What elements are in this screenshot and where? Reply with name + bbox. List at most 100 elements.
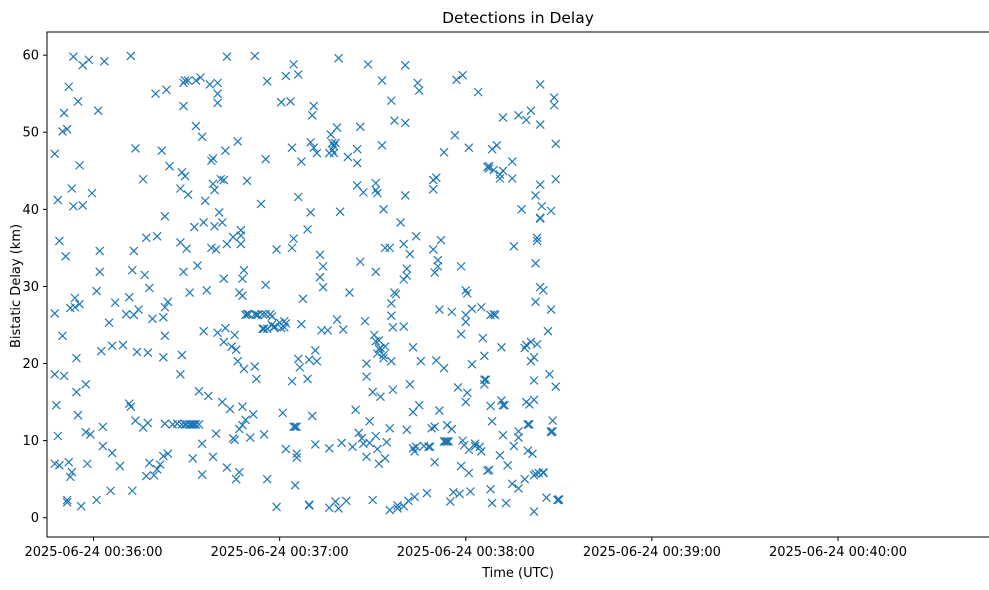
data-point xyxy=(462,388,472,398)
data-point xyxy=(289,422,299,432)
data-point xyxy=(371,267,381,277)
data-point xyxy=(343,152,353,162)
data-point xyxy=(67,467,77,477)
data-point xyxy=(272,502,281,512)
y-tick-label: 60 xyxy=(22,49,39,64)
data-point xyxy=(341,496,351,506)
data-point xyxy=(160,211,170,221)
data-point xyxy=(315,272,325,282)
data-point xyxy=(368,387,378,397)
data-point xyxy=(126,402,136,412)
data-point xyxy=(281,319,291,328)
data-point xyxy=(520,474,530,484)
data-point xyxy=(151,89,160,99)
data-point xyxy=(106,486,116,496)
data-point xyxy=(476,446,486,456)
data-point xyxy=(127,486,137,496)
data-point xyxy=(507,174,517,183)
data-point xyxy=(180,76,190,85)
data-point xyxy=(388,322,398,332)
data-point xyxy=(546,206,556,216)
data-point xyxy=(413,78,423,88)
data-point xyxy=(376,392,385,402)
data-point xyxy=(355,122,365,132)
data-point xyxy=(262,474,272,484)
data-point xyxy=(476,302,486,312)
data-point xyxy=(84,55,94,65)
data-point xyxy=(467,304,477,314)
data-point xyxy=(400,191,410,200)
data-point xyxy=(140,270,150,280)
data-point xyxy=(236,231,246,240)
data-point xyxy=(531,297,540,307)
data-point xyxy=(551,382,561,392)
data-point xyxy=(239,364,249,374)
data-point xyxy=(358,187,368,197)
data-point xyxy=(523,420,533,429)
data-point xyxy=(129,246,139,256)
y-tick-label: 50 xyxy=(22,126,39,141)
data-point xyxy=(53,195,63,205)
data-point xyxy=(514,426,523,436)
data-point xyxy=(163,297,173,307)
data-point xyxy=(337,438,347,448)
data-point xyxy=(498,400,508,410)
data-point xyxy=(399,322,409,331)
data-point xyxy=(439,363,449,373)
data-point xyxy=(455,489,464,499)
data-point xyxy=(200,196,210,206)
data-point xyxy=(160,331,170,341)
data-point xyxy=(445,497,455,506)
data-point xyxy=(310,345,320,355)
data-point xyxy=(379,204,388,214)
data-point xyxy=(362,372,371,382)
data-point xyxy=(470,439,480,449)
data-point xyxy=(194,420,204,429)
data-point xyxy=(233,137,243,146)
data-point xyxy=(388,385,398,395)
data-point xyxy=(86,430,95,439)
data-point xyxy=(345,288,354,298)
data-point xyxy=(208,154,218,163)
data-point xyxy=(290,422,300,432)
data-point xyxy=(531,469,540,479)
data-point xyxy=(148,314,157,324)
data-point xyxy=(202,285,212,295)
data-point xyxy=(380,342,390,351)
data-point xyxy=(538,467,548,477)
x-tick-label: 2025-06-24 00:39:00 xyxy=(583,545,721,560)
data-point xyxy=(130,416,140,426)
data-point xyxy=(183,76,193,85)
data-point xyxy=(414,400,424,410)
data-point xyxy=(203,391,213,401)
data-point xyxy=(379,350,388,360)
data-point xyxy=(211,429,221,439)
data-point xyxy=(509,241,519,251)
data-point xyxy=(152,464,162,474)
data-point xyxy=(436,235,446,245)
data-point xyxy=(303,224,312,234)
data-point xyxy=(501,498,511,508)
data-point xyxy=(318,282,328,292)
data-point xyxy=(217,397,227,407)
data-point xyxy=(160,419,170,429)
data-point xyxy=(377,76,387,85)
data-point xyxy=(276,97,286,107)
data-point xyxy=(98,441,108,451)
data-point xyxy=(430,268,440,277)
data-point xyxy=(62,495,72,505)
data-point xyxy=(99,56,109,66)
data-point xyxy=(121,309,131,319)
data-point xyxy=(62,497,72,507)
data-point xyxy=(428,184,438,194)
data-point xyxy=(309,101,319,111)
data-point xyxy=(546,305,556,314)
data-point xyxy=(532,233,542,243)
data-point xyxy=(298,294,308,304)
data-point xyxy=(143,418,153,428)
y-tick-label: 0 xyxy=(31,511,39,526)
data-point xyxy=(214,207,224,217)
data-point xyxy=(529,376,539,385)
data-point xyxy=(400,118,410,128)
